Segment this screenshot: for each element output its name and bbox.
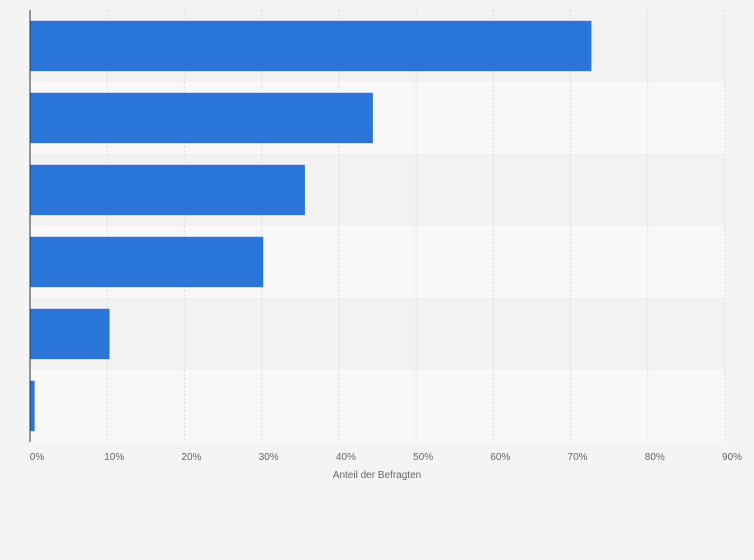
x-tick-label: 0%	[30, 452, 45, 463]
row-band	[30, 298, 725, 370]
x-axis-title: Anteil der Befragten	[333, 470, 421, 481]
bar[interactable]	[30, 380, 35, 432]
bar[interactable]	[30, 20, 592, 72]
x-tick-label: 80%	[645, 452, 665, 463]
bar[interactable]	[30, 236, 264, 288]
x-tick-label: 60%	[490, 452, 510, 463]
gridlines	[106, 10, 726, 442]
x-tick-label: 40%	[336, 452, 356, 463]
x-tick-labels: 0% 10% 20% 30% 40% 50% 60% 70% 80% 90%	[30, 452, 742, 463]
x-tick-label: 20%	[181, 452, 201, 463]
bars	[30, 20, 592, 432]
bar[interactable]	[30, 308, 110, 360]
row-band	[30, 370, 725, 442]
x-tick-label: 90%	[722, 452, 742, 463]
bar[interactable]	[30, 164, 305, 216]
bar[interactable]	[30, 92, 373, 144]
x-tick-label: 30%	[259, 452, 279, 463]
x-tick-label: 50%	[413, 452, 433, 463]
row-bands	[30, 10, 725, 442]
x-tick-label: 10%	[104, 452, 124, 463]
x-tick-label: 70%	[568, 452, 588, 463]
